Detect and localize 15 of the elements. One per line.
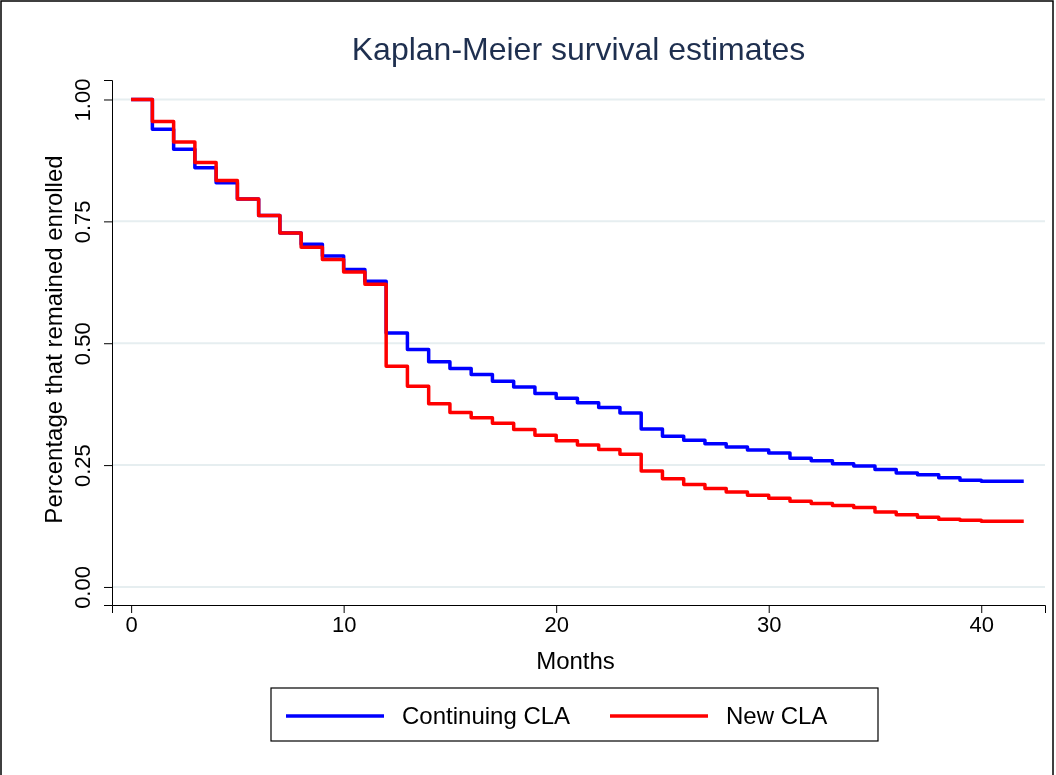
y-tick-label: 0.25 (70, 444, 95, 488)
x-tick-label: 0 (125, 611, 138, 637)
x-tick-label: 40 (969, 611, 994, 637)
y-tick-label: 0.75 (70, 200, 95, 244)
y-tick-label: 0.00 (70, 566, 95, 609)
y-tick-label: 0.50 (70, 322, 95, 366)
x-tick-label: 20 (544, 611, 569, 637)
x-tick-label: 10 (331, 611, 357, 637)
y-axis-title: Percentage that remained enrolled (40, 155, 67, 524)
legend-label: Continuing CLA (402, 702, 571, 729)
x-tick-label: 30 (756, 611, 782, 637)
y-tick-label: 1.00 (70, 78, 95, 122)
chart-title: Kaplan-Meier survival estimates (351, 31, 806, 67)
legend-label: New CLA (726, 702, 828, 729)
x-axis-title: Months (536, 647, 615, 674)
